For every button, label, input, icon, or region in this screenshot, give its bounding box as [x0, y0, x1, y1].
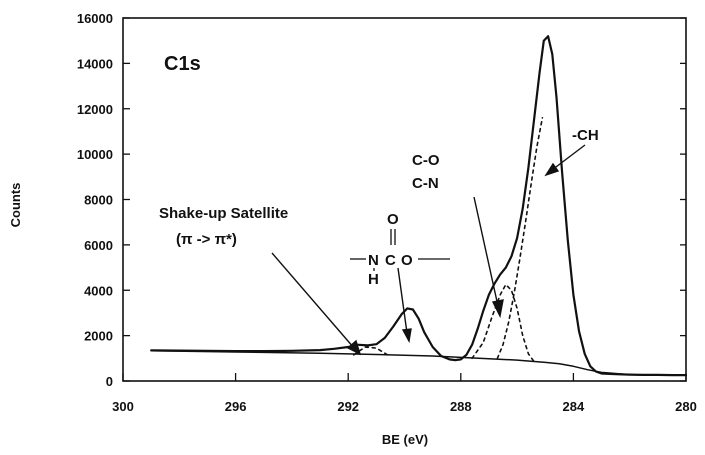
x-tick-label: 296: [225, 399, 247, 414]
arrow-amide-head: [401, 328, 412, 344]
panel-label-c1s: C1s: [164, 53, 201, 75]
arrow-ch: [551, 144, 586, 171]
x-tick-label: 300: [112, 399, 134, 414]
y-tick-label: 6000: [84, 238, 113, 253]
arrow-shake-up-head: [346, 339, 362, 356]
arrow-c-o-c-n: [473, 196, 499, 307]
annotation-arrows: [271, 144, 586, 356]
y-tick-label: 10000: [77, 147, 113, 162]
y-tick-label: 12000: [77, 102, 113, 117]
series-layer: [150, 35, 688, 377]
dashed-fit-component: [471, 283, 535, 363]
arrow-c-o-c-n-head: [491, 299, 504, 319]
y-axis-title: Counts: [8, 183, 23, 228]
amide-n-label: N: [368, 252, 379, 269]
annotation-c-n: C-N: [412, 175, 439, 192]
plot-frame: [122, 17, 687, 382]
x-tick-label: 288: [450, 399, 472, 414]
x-tick-label: 280: [675, 399, 697, 414]
spectrum-line: [150, 35, 688, 377]
y-tick-label: 16000: [77, 11, 113, 26]
y-axis: 0 2000 4000 6000 8000 10000 12000 14000 16000: [77, 11, 686, 389]
amide-o-label: O: [387, 211, 399, 228]
amide-c-label: C: [385, 252, 396, 269]
x-tick-label: 292: [337, 399, 359, 414]
annotation-pi-transition: (π -> π*): [176, 231, 237, 248]
y-tick-label: 4000: [84, 283, 113, 298]
y-tick-label: 0: [106, 374, 113, 389]
annotation-shake-up: Shake-up Satellite: [159, 205, 288, 222]
dashed-fit-component: [496, 117, 544, 360]
x-axis-title: BE (eV): [382, 432, 428, 447]
amide-h-label: H: [368, 271, 379, 288]
x-tick-label: 284: [563, 399, 585, 414]
annotation-ch: -CH: [572, 127, 599, 144]
arrow-ch-head: [544, 162, 560, 177]
y-tick-label: 2000: [84, 329, 113, 344]
y-tick-label: 14000: [77, 56, 113, 71]
arrow-shake-up: [271, 252, 355, 349]
x-axis: 300 296 292 288 284 280: [112, 373, 697, 414]
arrow-amide: [397, 267, 408, 334]
baseline-line: [150, 350, 687, 377]
y-tick-label: 8000: [84, 193, 113, 208]
amide-o2-label: O: [401, 252, 413, 269]
annotation-c-o: C-O: [412, 152, 440, 169]
